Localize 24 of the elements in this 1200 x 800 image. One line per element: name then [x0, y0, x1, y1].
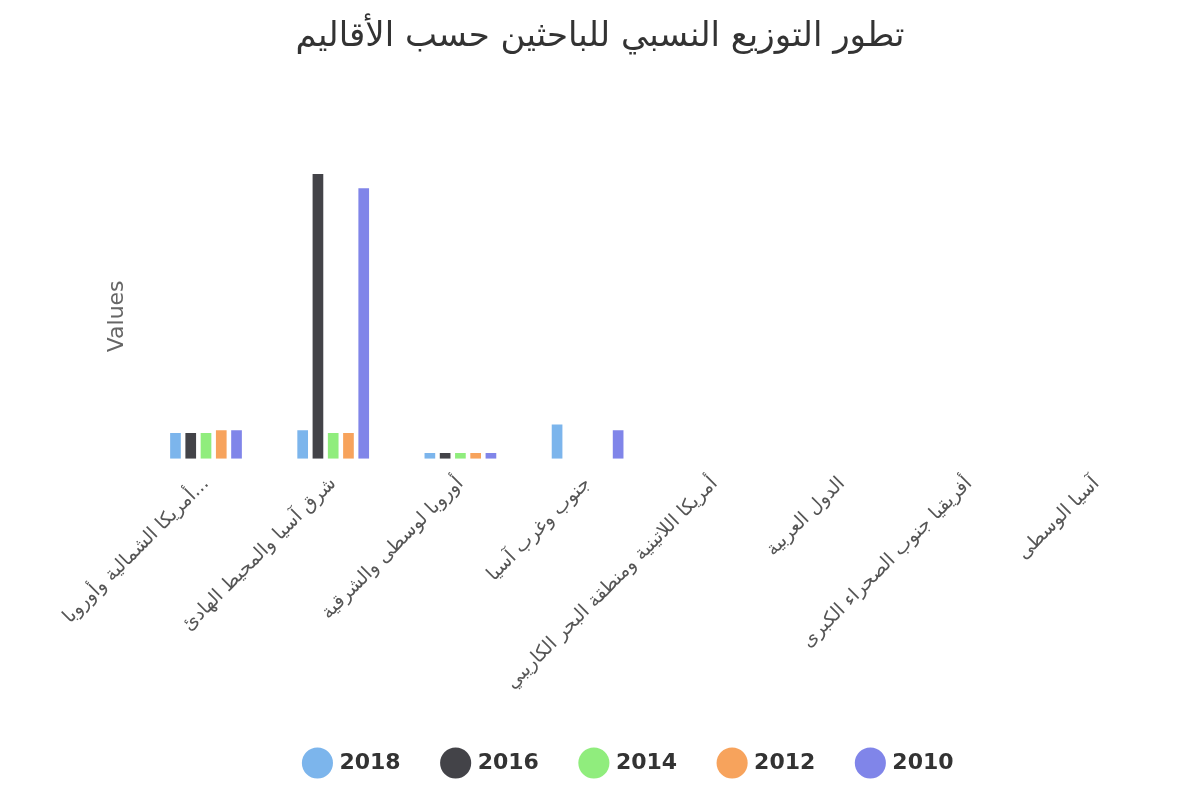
bar	[297, 430, 309, 459]
bar	[358, 188, 370, 459]
bar	[551, 424, 563, 459]
bar	[200, 433, 212, 459]
legend-label: 2014	[615, 748, 678, 774]
y-axis-title: Values	[102, 280, 128, 353]
legend-label: 2010	[892, 748, 954, 774]
bar	[455, 453, 466, 459]
x-tick-label: الدول العربية	[760, 471, 850, 560]
x-tick-label: جنوب وغرب آسيا	[480, 470, 595, 585]
bar	[185, 433, 197, 459]
bar	[215, 430, 227, 459]
bar	[170, 433, 181, 459]
legend-label: 2012	[754, 748, 816, 774]
legend-label: 2016	[477, 748, 539, 774]
bar	[327, 433, 339, 459]
bar	[612, 430, 624, 459]
bar	[231, 430, 242, 459]
legend-label: 2018	[339, 748, 401, 774]
chart-title: تطور التوزيع النسبي للباحثين حسب الأقاليم	[294, 14, 906, 57]
bar	[312, 174, 324, 459]
x-tick-label: آسيا الوسطى	[1010, 470, 1104, 564]
bar	[343, 433, 354, 459]
bar	[470, 453, 482, 459]
